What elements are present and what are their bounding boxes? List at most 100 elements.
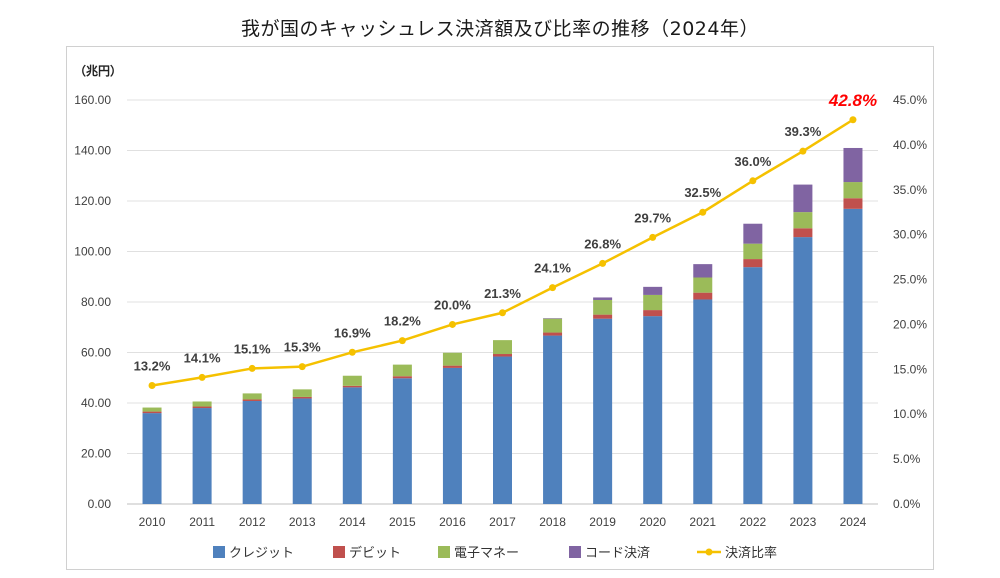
bar-segment	[793, 237, 813, 505]
ratio-point	[799, 147, 807, 155]
bar-segment	[743, 267, 763, 504]
x-tick-label: 2024	[840, 515, 867, 529]
bar-segment	[843, 182, 863, 199]
legend-label: コード決済	[585, 545, 650, 561]
ratio-point	[649, 233, 657, 241]
y-left-tick-label: 80.00	[81, 295, 111, 309]
ratio-point	[148, 381, 156, 389]
ratio-point	[348, 348, 356, 356]
bar-segment	[793, 184, 813, 213]
ratio-label: 15.3%	[284, 340, 321, 355]
ratio-label: 32.5%	[684, 185, 721, 200]
bar-segment	[142, 413, 162, 504]
bar-segment	[543, 335, 563, 504]
bar-segment	[643, 310, 663, 317]
bar-segment	[142, 407, 162, 412]
legend-label: デビット	[349, 545, 401, 561]
ratio-point	[248, 364, 256, 372]
y-right-tick-label: 30.0%	[893, 228, 927, 242]
ratio-label: 18.2%	[384, 314, 421, 329]
ratio-point	[398, 337, 406, 345]
ratio-point	[849, 116, 857, 124]
bar-segment	[693, 299, 713, 504]
chart-title: 我が国のキャッシュレス決済額及び比率の推移（2024年）	[241, 18, 759, 40]
x-tick-label: 2021	[689, 515, 716, 529]
ratio-point	[198, 373, 206, 381]
bar-segment	[693, 292, 713, 300]
ratio-label: 16.9%	[334, 325, 371, 340]
bar-segment	[643, 294, 663, 311]
ratio-label: 24.1%	[534, 261, 571, 276]
chart-frame	[66, 46, 934, 570]
ratio-point	[448, 320, 456, 328]
x-tick-label: 2015	[389, 515, 416, 529]
ratio-label: 39.3%	[784, 124, 821, 139]
legend-marker	[705, 548, 713, 556]
x-tick-label: 2014	[339, 515, 366, 529]
bar-segment	[643, 316, 663, 504]
y-left-tick-label: 160.00	[74, 93, 111, 107]
bar-segment	[242, 393, 262, 400]
bar-segment	[843, 208, 863, 504]
bar-segment	[793, 212, 813, 229]
bar-segment	[392, 378, 412, 504]
x-tick-label: 2012	[239, 515, 266, 529]
ratio-point	[749, 177, 757, 185]
ratio-label: 36.0%	[734, 154, 771, 169]
legend-swatch	[333, 546, 345, 558]
bar-segment	[142, 411, 162, 414]
bar-segment	[292, 398, 312, 504]
bar-segment	[292, 389, 312, 397]
bar-segment	[342, 375, 362, 386]
bar-segment	[392, 364, 412, 377]
y-left-tick-label: 0.00	[88, 497, 112, 511]
bar-segment	[442, 367, 462, 504]
y-axis-unit-label: （兆円）	[74, 63, 122, 78]
y-left-tick-label: 120.00	[74, 194, 111, 208]
bar-segment	[743, 223, 763, 244]
ratio-point	[599, 259, 607, 267]
x-tick-label: 2013	[289, 515, 316, 529]
y-right-tick-label: 0.0%	[893, 497, 921, 511]
x-tick-label: 2020	[639, 515, 666, 529]
y-left-tick-label: 20.00	[81, 447, 111, 461]
ratio-label: 26.8%	[584, 236, 621, 251]
y-left-tick-label: 40.00	[81, 396, 111, 410]
ratio-label: 14.1%	[184, 350, 221, 365]
x-tick-label: 2010	[139, 515, 166, 529]
ratio-label: 13.2%	[134, 358, 171, 373]
legend-label: 電子マネー	[454, 546, 519, 561]
legend-label: クレジット	[229, 546, 294, 561]
bar-segment	[543, 318, 563, 333]
bar-segment	[392, 376, 412, 379]
bar-segment	[442, 352, 462, 366]
bar-segment	[192, 406, 212, 409]
x-tick-label: 2017	[489, 515, 516, 529]
bar-segment	[693, 277, 713, 293]
y-right-tick-label: 10.0%	[893, 407, 927, 421]
x-tick-label: 2019	[589, 515, 616, 529]
bar-segment	[493, 354, 512, 357]
ratio-point	[699, 208, 707, 216]
legend-swatch	[569, 546, 581, 558]
y-right-tick-label: 20.0%	[893, 317, 927, 331]
y-right-tick-label: 35.0%	[893, 183, 927, 197]
y-right-tick-label: 25.0%	[893, 273, 927, 287]
bar-segment	[242, 400, 262, 504]
x-tick-label: 2011	[189, 515, 215, 529]
bar-segment	[793, 228, 813, 238]
bar-segment	[543, 318, 563, 319]
bar-segment	[493, 356, 512, 504]
bar-segment	[342, 385, 362, 388]
bar-segment	[843, 198, 863, 209]
ratio-point	[499, 309, 506, 317]
bar-segment	[743, 259, 763, 268]
bar-segment	[743, 243, 763, 260]
y-right-tick-label: 40.0%	[893, 138, 927, 152]
x-tick-label: 2022	[739, 515, 766, 529]
legend-label: 決済比率	[725, 545, 777, 561]
y-right-tick-label: 5.0%	[893, 452, 921, 466]
ratio-point	[298, 363, 306, 371]
bar-segment	[192, 401, 212, 407]
ratio-label: 15.1%	[234, 341, 271, 356]
